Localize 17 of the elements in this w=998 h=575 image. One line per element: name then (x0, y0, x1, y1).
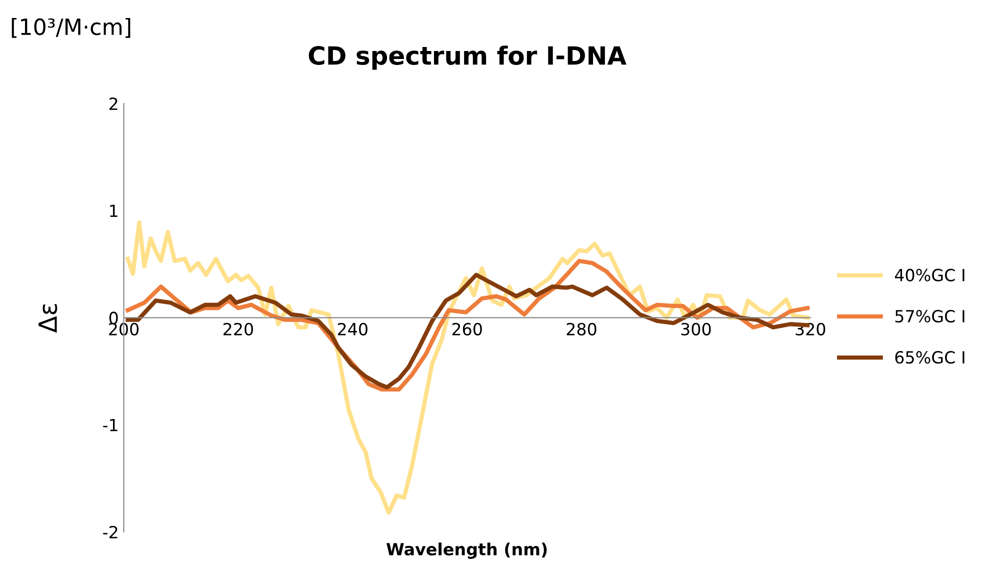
x-tick-label: 300 (681, 322, 711, 336)
y-tick-label: -1 (103, 418, 118, 432)
x-axis-title: Wavelength (nm) (386, 542, 547, 559)
legend-label: 65%GC I (895, 351, 964, 364)
y-tick-label: 1 (110, 204, 118, 217)
x-tick-label: 280 (566, 322, 596, 336)
x-tick-label: 240 (338, 322, 368, 336)
text: [10³/M·cm] (12, 18, 130, 38)
y-tick-label: 2 (110, 97, 118, 110)
y-tick-label: -2 (103, 526, 118, 538)
legend-label: 57%GC I (895, 310, 964, 323)
x-tick-label: 200 (109, 322, 139, 336)
legend-label: 40%GC I (894, 268, 964, 282)
chart-title: CD spectrum for I-DNA (308, 46, 626, 70)
x-tick-label: 260 (452, 322, 482, 336)
y-axis-title: Δε (38, 304, 58, 333)
x-tick-label: 220 (224, 322, 253, 336)
